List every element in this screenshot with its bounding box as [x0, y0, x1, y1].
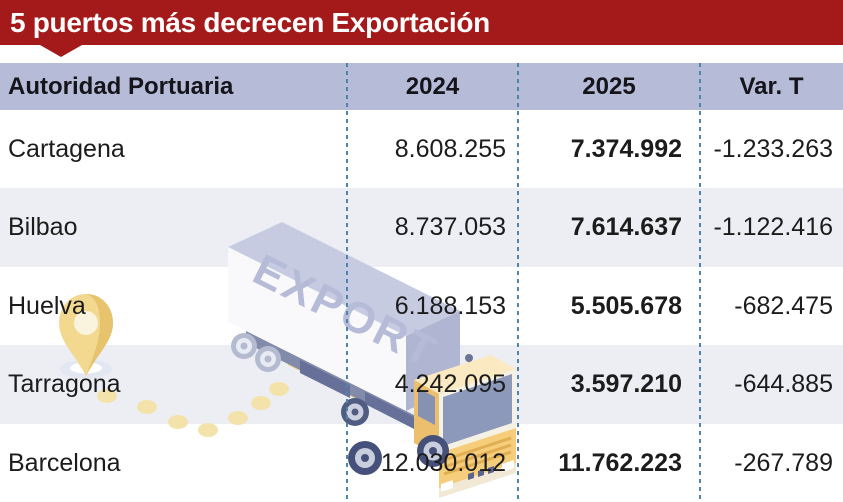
value-2025: 11.762.223 — [558, 448, 682, 477]
table-row: Bilbao 8.737.053 7.614.637 -1.122.416 — [0, 188, 843, 266]
table-row: Huelva 6.188.153 5.505.678 -682.475 — [0, 267, 843, 345]
header-autoridad-portuaria: Autoridad Portuaria — [8, 72, 234, 100]
port-name: Bilbao — [8, 212, 78, 241]
value-var-t: -644.885 — [734, 369, 833, 398]
truck-chassis-icon — [246, 331, 438, 439]
port-name: Cartagena — [8, 134, 125, 163]
value-var-t: -1.233.263 — [713, 134, 833, 163]
table-row: Barcelona 12.030.012 11.762.223 -267.789 — [0, 424, 843, 502]
port-name: Barcelona — [8, 448, 121, 477]
truck-wheels-icon — [231, 333, 382, 475]
header-2024: 2024 — [405, 72, 460, 100]
title-pointer-icon — [40, 45, 82, 57]
trail-dots-icon — [97, 382, 289, 437]
value-2024: 4.242.095 — [394, 369, 506, 398]
title-bar: 5 puertos más decrecen Exportación — [0, 0, 843, 45]
value-2025: 7.614.637 — [570, 212, 682, 241]
export-truck-illustration: EXPORT — [59, 222, 516, 498]
table-header: Autoridad Portuaria 2024 2025 Var. T — [0, 63, 843, 110]
column-divider — [346, 63, 348, 502]
value-2024: 8.608.255 — [394, 134, 506, 163]
port-name: Tarragona — [8, 369, 121, 398]
table-row: Tarragona 4.242.095 3.597.210 -644.885 — [0, 345, 843, 423]
truck-front-wheel-icon — [417, 435, 449, 467]
value-var-t: -1.122.416 — [713, 212, 833, 241]
table-row: Cartagena 8.608.255 7.374.992 -1.233.263 — [0, 110, 843, 188]
value-2025: 5.505.678 — [570, 291, 682, 320]
column-divider — [699, 63, 701, 502]
row-band-bilbao — [0, 188, 843, 267]
header-2025: 2025 — [582, 72, 636, 100]
column-divider — [517, 63, 519, 502]
port-name: Huelva — [8, 291, 86, 320]
value-var-t: -267.789 — [734, 448, 833, 477]
value-2024: 12.030.012 — [380, 448, 506, 477]
header-var-t: Var. T — [739, 72, 804, 100]
value-2025: 3.597.210 — [570, 369, 682, 398]
value-2025: 7.374.992 — [570, 134, 682, 163]
page-title: 5 puertos más decrecen Exportación — [10, 7, 490, 38]
value-var-t: -682.475 — [734, 291, 833, 320]
value-2024: 6.188.153 — [394, 291, 506, 320]
map-pin-icon — [59, 294, 113, 379]
value-2024: 8.737.053 — [394, 212, 506, 241]
